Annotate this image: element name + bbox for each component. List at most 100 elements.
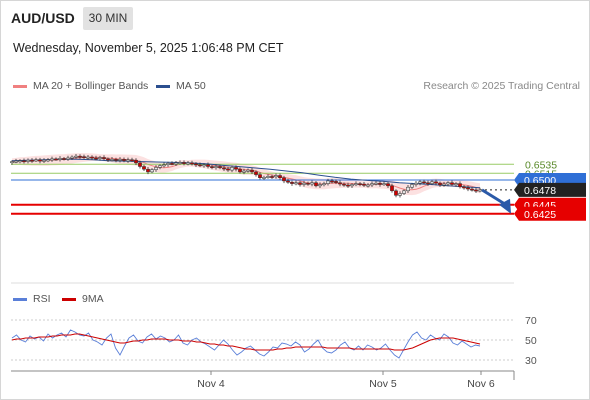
pair-title: AUD/USD [11, 10, 75, 26]
level-tag-0.6425 [514, 206, 586, 221]
candle [242, 170, 246, 173]
candle [398, 193, 402, 196]
credit-label: Research © 2025 Trading Central [423, 80, 580, 92]
candle [454, 183, 458, 186]
candle [90, 156, 94, 159]
candle [30, 159, 34, 162]
candle [458, 183, 462, 188]
candle [294, 182, 298, 185]
candle [318, 184, 322, 187]
level-tag-0.6478 [514, 182, 586, 197]
candle [430, 181, 434, 184]
candle [146, 168, 150, 173]
candle [450, 182, 454, 185]
candle [422, 181, 426, 184]
candle [234, 167, 238, 170]
candle [218, 166, 222, 169]
candle [322, 183, 326, 186]
candle [342, 183, 346, 186]
candle [402, 190, 406, 194]
candle [418, 181, 422, 184]
candle [194, 163, 198, 166]
candle [178, 162, 182, 164]
level-label-0.6478: 0.6478 [524, 185, 556, 197]
level-label-0.6425: 0.6425 [524, 209, 556, 221]
candle [74, 155, 78, 158]
candle [158, 165, 162, 168]
candle [254, 171, 258, 175]
legend-9ma-label: 9MA [82, 293, 104, 305]
candle [134, 159, 138, 164]
rsi-series-RSI [11, 329, 481, 359]
candle [54, 158, 58, 161]
candle [114, 159, 118, 161]
candle [382, 183, 386, 186]
candle [174, 162, 178, 165]
legend-rsi-label: RSI [33, 293, 51, 305]
candle [14, 160, 18, 163]
legend-9ma: 9MA [62, 293, 104, 305]
ma9-swatch [62, 297, 76, 301]
candle [230, 167, 234, 171]
candle [434, 181, 438, 184]
candle [226, 168, 230, 171]
candle [362, 183, 366, 186]
timeframe-button[interactable]: 30 MIN [83, 7, 133, 30]
candle [286, 180, 290, 183]
candle [186, 162, 190, 165]
candle [94, 157, 98, 160]
candle [278, 175, 282, 178]
candle [262, 177, 266, 179]
candle [78, 155, 82, 158]
candle [306, 182, 310, 185]
candle [466, 187, 470, 190]
candle [478, 189, 482, 192]
legend-rsi: RSI [13, 293, 51, 305]
x-label-Nov 4: Nov 4 [197, 378, 225, 390]
candle [394, 190, 398, 196]
forecast-arrow-shaft [481, 188, 507, 207]
candle [354, 183, 358, 186]
candle [338, 182, 342, 185]
ma20-line [11, 156, 481, 191]
candle [162, 164, 166, 167]
candle [406, 186, 410, 192]
candle [66, 157, 70, 160]
candle [182, 162, 186, 164]
ma20-swatch [13, 84, 27, 88]
candle [366, 184, 370, 187]
x-label-Nov 5: Nov 5 [369, 378, 397, 390]
candle [238, 168, 242, 173]
candle [154, 167, 158, 170]
candle [222, 167, 226, 170]
candle [170, 163, 174, 165]
candle [142, 166, 146, 170]
candle [150, 169, 154, 173]
candle [474, 189, 478, 192]
rsi-tick-70: 70 [525, 315, 537, 327]
candle [50, 158, 54, 161]
candle [334, 181, 338, 183]
candle [138, 162, 142, 167]
candle [462, 186, 466, 189]
candle [374, 182, 378, 185]
candle [258, 174, 262, 179]
candle [302, 182, 306, 185]
candle [22, 160, 26, 163]
candle [426, 182, 430, 185]
candle [34, 159, 38, 162]
candle [26, 159, 30, 162]
forecast-arrow-head [499, 198, 511, 214]
ma50-line [11, 158, 481, 189]
candle [346, 184, 350, 187]
candle [130, 159, 134, 162]
rsi-tick-30: 30 [525, 355, 537, 367]
candle [42, 159, 46, 162]
candle [314, 182, 318, 187]
candle [386, 183, 390, 187]
candle [250, 169, 254, 173]
legend-ma50-label: MA 50 [176, 80, 206, 92]
candle [390, 185, 394, 192]
candle [106, 158, 110, 161]
